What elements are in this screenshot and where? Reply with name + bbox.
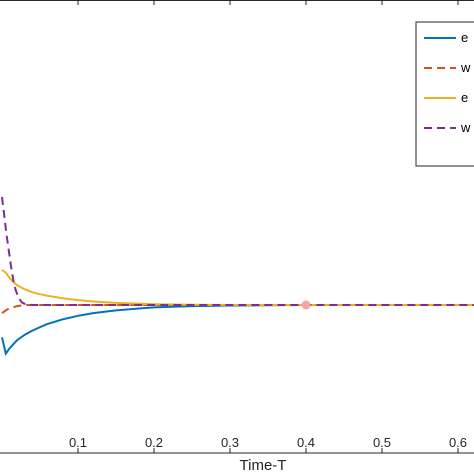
x-tick-label: 0.3 — [221, 435, 239, 450]
x-tick-label: 0.6 — [449, 435, 467, 450]
x-tick-label: 0.2 — [145, 435, 163, 450]
series-line-3 — [1, 269, 474, 306]
x-tick-label: 0.4 — [297, 435, 315, 450]
legend-label-1: e — [461, 30, 468, 45]
data-marker-1 — [301, 300, 311, 310]
legend-label-3: e — [461, 90, 468, 105]
marker-layer — [301, 300, 311, 310]
legend-box — [415, 21, 474, 167]
x-tick-label: 0.5 — [373, 435, 391, 450]
x-axis-label: Time-T — [240, 457, 287, 474]
legend-label-2: w — [460, 60, 471, 75]
x-tick-label: 0.1 — [69, 435, 87, 450]
legend-label-4: w — [460, 120, 471, 135]
x-tick-layer: 0.1 0.2 0.3 0.4 0.5 0.6 — [69, 0, 467, 453]
